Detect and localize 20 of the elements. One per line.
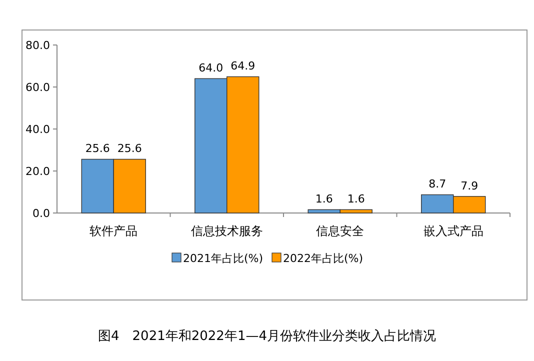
data-label: 1.6 <box>347 192 365 206</box>
legend-label: 2021年占比(%) <box>183 252 264 265</box>
data-label: 25.6 <box>117 142 142 156</box>
y-tick-label: 60.0 <box>26 81 50 94</box>
y-tick-label: 20.0 <box>26 165 50 178</box>
legend-label: 2022年占比(%) <box>283 252 364 265</box>
x-tick-label: 信息安全 <box>316 224 364 238</box>
data-label: 64.0 <box>198 62 224 75</box>
x-tick-label: 嵌入式产品 <box>423 224 484 238</box>
y-tick-label: 40.0 <box>26 123 50 136</box>
y-tick-label: 0.0 <box>32 207 50 220</box>
data-label: 25.6 <box>85 142 110 156</box>
y-tick-label: 80.0 <box>26 39 50 52</box>
text: 图4 2021年和2022年1—4月份软件业分类收入占比情况 <box>98 329 436 344</box>
data-label: 64.9 <box>230 60 256 73</box>
x-tick-label: 软件产品 <box>90 224 138 238</box>
data-label: 8.7 <box>428 178 446 191</box>
data-label: 1.6 <box>315 192 333 206</box>
x-tick-label: 信息技术服务 <box>190 224 263 238</box>
data-label: 7.9 <box>460 179 478 192</box>
